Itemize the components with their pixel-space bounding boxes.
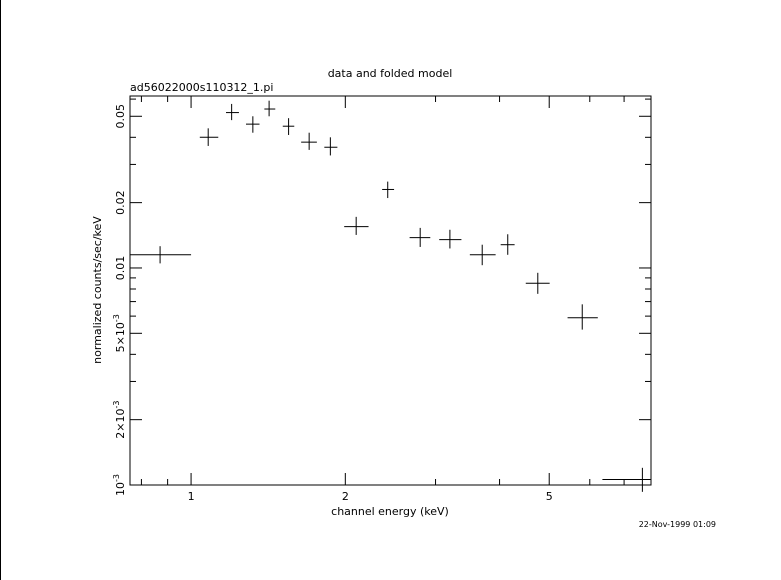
left-border-line	[0, 0, 1, 580]
x-tick-label: 2	[342, 490, 349, 503]
y-tick-label-text: 0.02	[114, 190, 127, 215]
data-point	[344, 216, 369, 235]
data-points	[130, 100, 651, 492]
y-tick-label-text: 0.05	[114, 104, 127, 129]
data-point	[130, 246, 192, 264]
y-tick-label-text: 2×10	[114, 409, 127, 439]
data-point	[602, 467, 651, 492]
data-point	[567, 304, 598, 330]
data-point	[246, 116, 260, 133]
data-point	[500, 234, 515, 255]
chart-subtitle: ad56022000s110312_1.pi	[130, 81, 273, 94]
axis-tick-labels: 1 2 510-32×10-35×10-30.010.020.05	[112, 104, 553, 503]
x-axis-label: channel energy (keV)	[331, 505, 449, 518]
y-tick-label: 5×10-3	[112, 314, 127, 352]
x-tick-label: 1	[188, 490, 195, 503]
data-point	[469, 244, 496, 266]
y-tick-label-exponent: -3	[112, 314, 121, 322]
axis-ticks	[130, 96, 651, 486]
y-tick-label: 2×10-3	[112, 401, 127, 439]
chart-title: data and folded model	[328, 67, 453, 80]
data-point	[324, 137, 338, 156]
data-point	[409, 227, 431, 247]
data-point	[301, 132, 317, 150]
timestamp: 22-Nov-1999 01:09	[639, 520, 716, 529]
y-tick-label-text: 5×10	[114, 322, 127, 352]
x-tick-label: 5	[546, 490, 553, 503]
y-tick-label-text: 0.01	[114, 256, 127, 281]
y-axis-label: normalized counts/sec/keV	[91, 216, 104, 364]
data-point	[226, 103, 239, 121]
y-tick-label: 0.01	[114, 256, 127, 281]
y-tick-label-text: 10	[114, 482, 127, 496]
data-point	[199, 128, 219, 146]
y-tick-label-exponent: -3	[112, 474, 121, 482]
y-tick-label-exponent: -3	[112, 401, 121, 409]
data-point	[282, 118, 295, 135]
data-point	[264, 100, 276, 117]
data-point	[439, 229, 462, 249]
data-point	[382, 181, 395, 199]
y-tick-label: 0.02	[114, 190, 127, 215]
plot-frame	[129, 95, 652, 486]
y-tick-label: 0.05	[114, 104, 127, 129]
data-point	[525, 272, 550, 294]
y-tick-label: 10-3	[112, 474, 127, 496]
